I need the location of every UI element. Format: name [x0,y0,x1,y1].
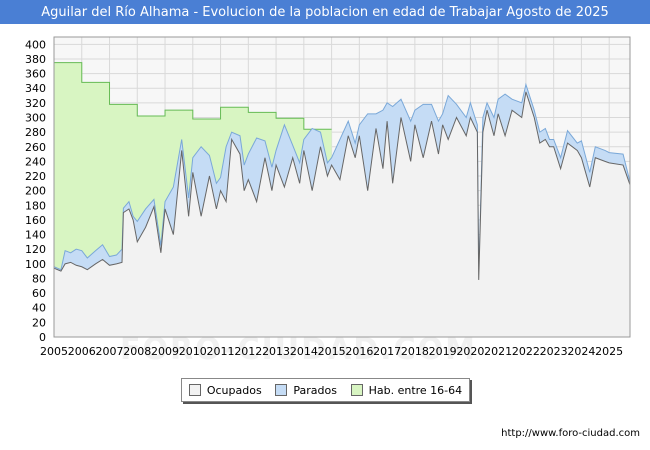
area-series [53,62,631,338]
line-hab-entre-16-64 [54,62,332,130]
legend-label-ocupados: Ocupados [206,383,262,397]
x-tick-label: 2016 [345,345,373,358]
y-tick-label: 120 [25,243,46,256]
y-tick-label: 360 [25,68,46,81]
y-tick-label: 400 [25,38,46,51]
source-link[interactable]: http://www.foro-ciudad.com [501,428,640,439]
x-tick-label: 2018 [401,345,429,358]
x-tick-label: 2021 [484,345,512,358]
y-tick-label: 0 [39,331,46,344]
x-tick-label: 2024 [567,345,595,358]
legend-item-hab: Hab. entre 16-64 [350,383,463,397]
x-tick-label: 2025 [595,345,623,358]
y-tick-label: 280 [25,126,46,139]
y-tick-label: 40 [32,302,46,315]
x-tick-label: 2006 [68,345,96,358]
x-tick-label: 2008 [123,345,151,358]
line-parados [53,82,631,279]
y-tick-label: 100 [25,258,46,271]
x-tick-label: 2020 [456,345,484,358]
axes [53,36,631,338]
x-tick-label: 2005 [40,345,68,358]
x-tick-label: 2009 [151,345,179,358]
y-tick-label: 60 [32,287,46,300]
legend-item-parados: Parados [275,384,337,397]
y-tick-label: 80 [32,272,46,285]
line-ocupados [53,91,631,280]
legend: Ocupados Parados Hab. entre 16-64 [181,378,470,402]
y-tick-label: 300 [25,111,46,124]
x-tick-label: 2013 [262,345,290,358]
x-tick-label: 2007 [96,345,124,358]
watermark: FORO-CIUDAD.COM [120,332,477,367]
x-tick-label: 2012 [234,345,262,358]
y-tick-label: 20 [32,316,46,329]
legend-label-parados: Parados [293,383,337,397]
y-tick-label: 140 [25,229,46,242]
x-tick-label: 2014 [290,345,318,358]
legend-item-ocupados: Ocupados [188,383,262,397]
parados-swatch [275,384,288,396]
x-tick-label: 2019 [429,345,457,358]
y-tick-label: 200 [25,185,46,198]
chart-title: Aguilar del Río Alhama - Evolucion de la… [0,0,650,24]
x-tick-label: 2011 [207,345,235,358]
y-tick-label: 160 [25,214,46,227]
x-tick-label: 2015 [318,345,346,358]
plot-border [53,36,631,338]
y-tick-label: 180 [25,199,46,212]
y-tick-label: 220 [25,170,46,183]
y-tick-label: 260 [25,141,46,154]
y-tick-label: 380 [25,53,46,66]
hab-swatch [350,384,363,396]
x-tick-label: 2022 [512,345,540,358]
x-tick-label: 2023 [540,345,568,358]
ocupados-swatch [188,384,201,396]
x-tick-label: 2017 [373,345,401,358]
x-tick-labels: 2005 2006 2007 2008 2009 2010 2011 2012 2013 2014… [40,345,623,358]
area-ocupados [54,91,630,337]
x-tick-label: 2010 [179,345,207,358]
y-tick-label: 320 [25,97,46,110]
legend-label-hab: Hab. entre 16-64 [368,383,463,397]
y-tick-label: 240 [25,155,46,168]
y-tick-label: 340 [25,82,46,95]
